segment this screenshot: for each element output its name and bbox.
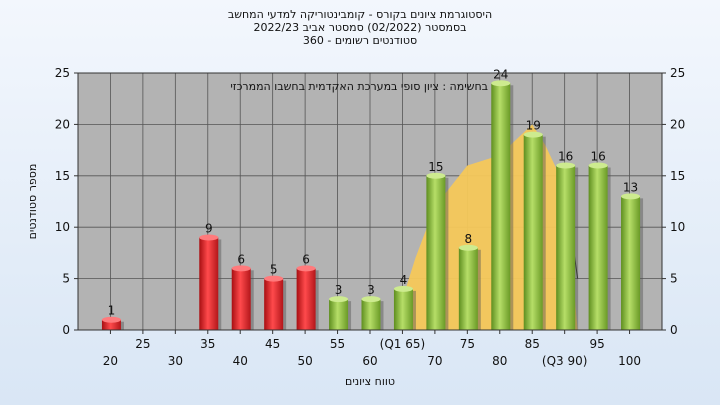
bar-top-95 <box>588 162 608 169</box>
bar-65 <box>393 288 413 330</box>
bar-value-label: 13 <box>623 180 638 194</box>
y-tick-label-right: 10 <box>670 220 685 234</box>
title-line-1: היסטוגרמת ציונים בקורס - קומבינטוריקה למ… <box>227 8 493 21</box>
title-line-3: סטודנטים רשומים - 360 <box>302 34 418 47</box>
bar-90 <box>556 165 576 330</box>
x-axis: 20 25 30 35 40 45 50 55 60(Q1 65)70 75 80 85(Q3 90)… <box>103 330 641 368</box>
y-tick-label: 15 <box>55 169 70 183</box>
x-tick-label: 95 <box>589 337 604 351</box>
x-tick-label: 35 <box>200 337 215 351</box>
bar-value-label: 6 <box>302 252 310 266</box>
bar-value-label: 19 <box>526 119 541 133</box>
bar-top-20 <box>101 316 121 323</box>
x-tick-label: 85 <box>525 337 540 351</box>
bar-value-label: 3 <box>367 283 375 297</box>
bar-value-label: 16 <box>590 150 605 164</box>
x-tick-label: 25 <box>135 337 150 351</box>
bar-value-label: 1 <box>108 304 116 318</box>
y-tick-label-right: 0 <box>670 323 678 337</box>
bar-value-label: 24 <box>493 67 508 81</box>
bar-top-45 <box>264 275 284 282</box>
x-tick-label: 55 <box>330 337 345 351</box>
bar-50 <box>296 268 316 330</box>
bar-top-35 <box>199 234 219 241</box>
chart-annotation: בחשימה : ציון סופי במערכת האקדמית בחשבו … <box>230 80 488 93</box>
y-tick-label-right: 5 <box>670 272 678 286</box>
x-tick-label: 75 <box>460 337 475 351</box>
y-tick-label: 20 <box>55 117 70 131</box>
bar-value-label: 5 <box>270 263 278 277</box>
bar-100 <box>621 196 641 330</box>
chart-title: היסטוגרמת ציונים בקורס - קומבינטוריקה למ… <box>0 8 720 47</box>
bar-75 <box>458 247 478 330</box>
bar-top-90 <box>556 162 576 169</box>
bar-top-85 <box>523 131 543 138</box>
x-tick-label: 70 <box>427 354 442 368</box>
y-axis-left: 0 5 10 15 20 25 <box>55 66 78 337</box>
x-tick-label: 60 <box>362 354 377 368</box>
bar-55 <box>329 299 349 330</box>
x-tick-label: 45 <box>265 337 280 351</box>
bar-top-50 <box>296 265 316 272</box>
y-tick-label: 10 <box>55 220 70 234</box>
bar-top-55 <box>329 296 349 303</box>
y-tick-label: 0 <box>62 323 70 337</box>
y-tick-label-right: 20 <box>670 117 685 131</box>
bars-group <box>101 80 644 330</box>
bar-value-label: 9 <box>205 221 213 235</box>
x-tick-label: (Q3 90) <box>542 354 588 368</box>
bar-top-75 <box>458 244 478 251</box>
bar-60 <box>361 299 381 330</box>
bar-top-65 <box>393 285 413 292</box>
x-tick-label: (Q1 65) <box>380 337 426 351</box>
bar-value-label: 3 <box>335 283 343 297</box>
bar-45 <box>264 278 284 330</box>
bar-70 <box>426 175 446 330</box>
bar-40 <box>231 268 251 330</box>
y-tick-label-right: 25 <box>670 66 685 80</box>
bar-95 <box>588 165 608 330</box>
bar-value-label: 16 <box>558 150 573 164</box>
bar-top-60 <box>361 296 381 303</box>
bar-top-70 <box>426 172 446 179</box>
x-tick-label: 100 <box>618 354 641 368</box>
x-tick-label: 20 <box>103 354 118 368</box>
bar-value-label: 4 <box>400 273 408 287</box>
bar-20 <box>101 319 121 330</box>
bar-85 <box>523 134 543 330</box>
x-tick-label: 30 <box>168 354 183 368</box>
bar-35 <box>199 237 219 330</box>
bar-value-label: 8 <box>465 232 473 246</box>
y-tick-label-right: 15 <box>670 169 685 183</box>
x-axis-title: טווח ציונים <box>345 375 395 388</box>
x-tick-label: 40 <box>233 354 248 368</box>
title-line-2: בסמסטר (02/2022) סמסטר אביב 2022/23 <box>253 21 467 34</box>
bar-top-80 <box>491 80 511 87</box>
bar-top-40 <box>231 265 251 272</box>
bar-top-100 <box>621 193 641 200</box>
x-tick-label: 80 <box>492 354 507 368</box>
x-tick-label: 50 <box>297 354 312 368</box>
y-tick-label: 25 <box>55 66 70 80</box>
bar-value-label: 15 <box>428 160 443 174</box>
y-tick-label: 5 <box>62 272 70 286</box>
y-axis-title: מספר סטודנטים <box>26 164 39 240</box>
bar-value-label: 6 <box>237 252 245 266</box>
bar-80 <box>491 83 511 330</box>
y-axis-right: 0 5 10 15 20 25 <box>662 66 685 337</box>
